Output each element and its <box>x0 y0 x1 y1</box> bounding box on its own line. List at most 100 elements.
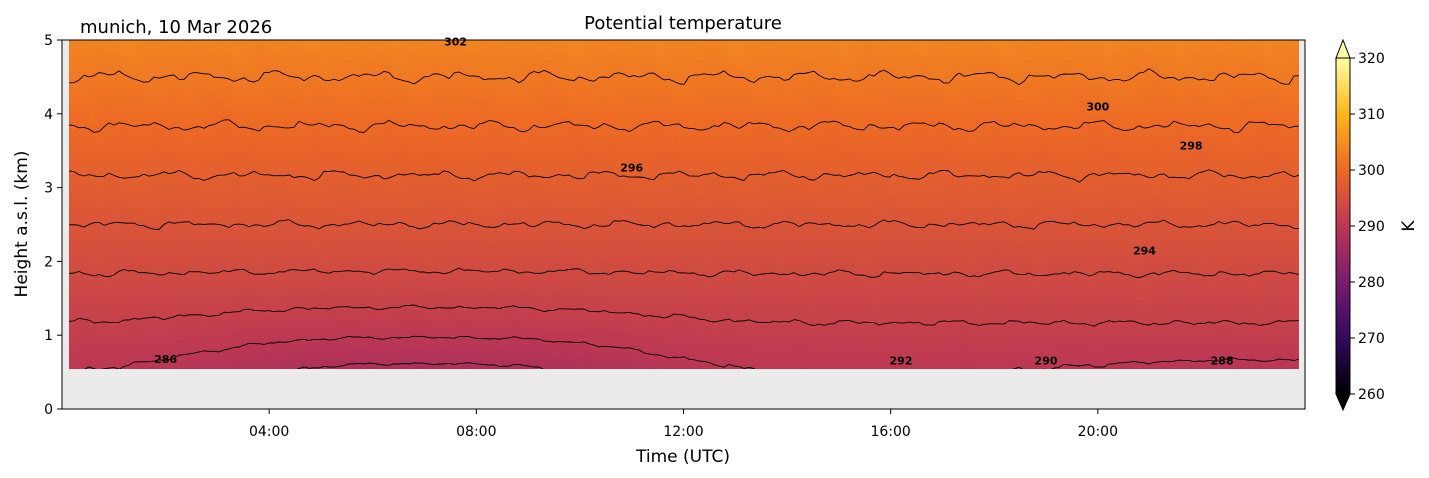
field-cell <box>794 120 800 126</box>
field-cell <box>319 130 325 136</box>
field-cell <box>989 80 995 86</box>
field-cell <box>994 50 1000 56</box>
field-cell <box>624 70 630 76</box>
field-cell <box>224 125 230 131</box>
field-cell <box>839 60 845 66</box>
field-cell <box>624 105 630 111</box>
field-cell <box>199 85 205 91</box>
field-cell <box>554 115 560 121</box>
field-cell <box>774 135 780 141</box>
field-cell <box>214 115 220 121</box>
field-cell <box>389 80 395 86</box>
field-cell <box>1069 80 1075 86</box>
field-cell <box>1014 55 1020 61</box>
field-cell <box>999 135 1005 141</box>
field-cell <box>544 85 550 91</box>
field-cell <box>574 125 580 131</box>
field-cell <box>544 130 550 136</box>
field-cell <box>1239 40 1245 46</box>
field-cell <box>379 140 385 146</box>
field-cell <box>854 90 860 96</box>
field-cell <box>999 65 1005 71</box>
field-cell <box>384 75 390 81</box>
field-cell <box>1199 115 1205 121</box>
field-cell <box>144 55 150 61</box>
field-cell <box>474 60 480 66</box>
field-cell <box>164 75 170 81</box>
field-cell <box>934 40 940 46</box>
field-cell <box>154 90 160 96</box>
field-cell <box>969 110 975 116</box>
field-cell <box>139 65 145 71</box>
field-cell <box>554 85 560 91</box>
field-cell <box>1064 70 1070 76</box>
field-cell <box>869 120 875 126</box>
field-cell <box>104 120 110 126</box>
field-cell <box>704 130 710 136</box>
field-cell <box>454 40 460 46</box>
field-cell <box>474 50 480 56</box>
field-cell <box>924 40 930 46</box>
field-cell <box>359 50 365 56</box>
field-cell <box>1234 65 1240 71</box>
field-cell <box>134 50 140 56</box>
field-cell <box>764 80 770 86</box>
field-cell <box>339 135 345 141</box>
field-cell <box>109 65 115 71</box>
field-cell <box>284 80 290 86</box>
field-cell <box>1234 80 1240 86</box>
field-cell <box>904 135 910 141</box>
field-cell <box>219 45 225 51</box>
field-cell <box>1139 105 1145 111</box>
field-cell <box>649 110 655 116</box>
field-cell <box>789 125 795 131</box>
field-cell <box>379 50 385 56</box>
field-cell <box>399 80 405 86</box>
field-cell <box>1274 45 1280 51</box>
field-cell <box>1179 110 1185 116</box>
field-cell <box>854 130 860 136</box>
field-cell <box>1129 90 1135 96</box>
field-cell <box>1054 40 1060 46</box>
field-cell <box>344 60 350 66</box>
field-cell <box>809 120 815 126</box>
field-cell <box>769 65 775 71</box>
field-cell <box>1284 115 1290 121</box>
field-cell <box>934 80 940 86</box>
field-cell <box>884 135 890 141</box>
field-cell <box>1059 120 1065 126</box>
field-cell <box>144 90 150 96</box>
field-cell <box>1234 105 1240 111</box>
field-cell <box>314 120 320 126</box>
field-cell <box>274 60 280 66</box>
field-cell <box>1139 125 1145 131</box>
field-cell <box>374 75 380 81</box>
field-cell <box>804 55 810 61</box>
field-cell <box>869 95 875 101</box>
field-cell <box>1164 90 1170 96</box>
field-cell <box>189 120 195 126</box>
field-cell <box>749 110 755 116</box>
field-cell <box>329 140 335 146</box>
field-cell <box>824 100 830 106</box>
field-cell <box>744 95 750 101</box>
field-cell <box>199 80 205 86</box>
field-cell <box>224 85 230 91</box>
field-cell <box>549 65 555 71</box>
field-cell <box>1009 95 1015 101</box>
field-cell <box>994 65 1000 71</box>
field-cell <box>434 70 440 76</box>
field-cell <box>1224 125 1230 131</box>
field-cell <box>944 90 950 96</box>
field-cell <box>119 80 125 86</box>
field-cell <box>1029 90 1035 96</box>
field-cell <box>1069 130 1075 136</box>
field-cell <box>244 105 250 111</box>
field-cell <box>79 90 85 96</box>
field-cell <box>109 85 115 91</box>
field-cell <box>69 70 75 76</box>
field-cell <box>874 120 880 126</box>
field-cell <box>734 135 740 141</box>
field-cell <box>1279 110 1285 116</box>
field-cell <box>144 40 150 46</box>
